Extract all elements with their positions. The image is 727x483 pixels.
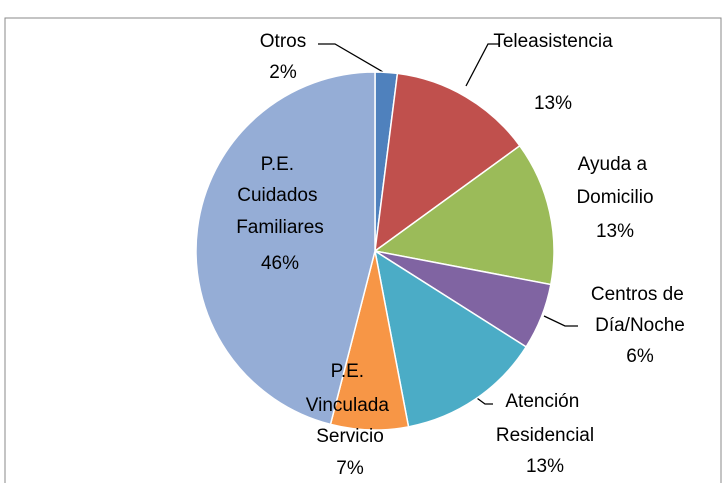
slice-value-label: 13% bbox=[596, 221, 634, 242]
chart-frame bbox=[4, 17, 722, 483]
slice-label: Centros de Día/Noche bbox=[591, 284, 689, 336]
slice-label: P.E. Vinculada Servicio bbox=[306, 361, 394, 447]
leader-line bbox=[543, 315, 578, 327]
slice-value-label: 13% bbox=[534, 93, 572, 114]
leader-line bbox=[318, 43, 384, 73]
pie-slice bbox=[195, 71, 376, 426]
slice-label: P.E. Cuidados Familiares bbox=[236, 154, 324, 238]
slice-label: Atención Residencial bbox=[496, 391, 594, 446]
slice-value-label: 46% bbox=[261, 253, 299, 274]
slice-value-label: 6% bbox=[626, 346, 654, 367]
slice-label: Teleasistencia bbox=[493, 31, 613, 52]
pie-slice bbox=[373, 249, 528, 428]
slice-value-label: 2% bbox=[269, 62, 297, 83]
slice-label: Otros bbox=[260, 31, 306, 52]
slice-value-label: 13% bbox=[526, 456, 564, 477]
pie-slice bbox=[373, 144, 555, 286]
slice-value-label: 7% bbox=[336, 458, 364, 479]
slice-label: Ayuda a Domicilio bbox=[576, 154, 653, 208]
pie-slice bbox=[374, 72, 521, 253]
leader-lines bbox=[318, 43, 578, 405]
leader-line bbox=[465, 43, 500, 87]
